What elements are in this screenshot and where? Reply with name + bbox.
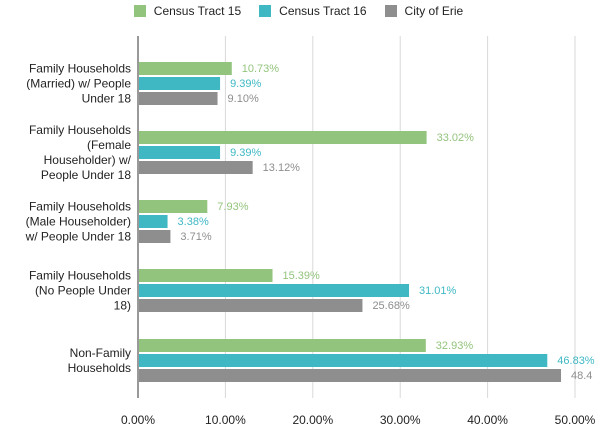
category-label-line: Households — [68, 361, 131, 375]
category-label-line: (Married) w/ People — [26, 77, 131, 91]
category-label-line: Family Households — [29, 200, 131, 214]
category-label-line: w/ People Under 18 — [25, 230, 132, 244]
chart-legend: Census Tract 15 Census Tract 16 City of … — [0, 4, 597, 18]
data-label: 9.39% — [230, 78, 261, 90]
bar — [139, 354, 548, 367]
data-label: 3.71% — [180, 231, 211, 243]
data-label: 9.10% — [228, 93, 259, 105]
legend-item-series-3: City of Erie — [384, 4, 464, 18]
category-label-line: Family Households — [29, 62, 131, 76]
legend-swatch-series-1 — [133, 5, 146, 17]
legend-swatch-series-3 — [384, 5, 397, 17]
bar — [139, 215, 168, 228]
data-label: 9.39% — [230, 147, 261, 159]
category-label-line: People Under 18 — [41, 168, 131, 182]
legend-swatch-series-2 — [259, 5, 272, 17]
data-label: 10.73% — [242, 63, 280, 75]
bar — [139, 339, 426, 352]
category-label-line: (Female — [87, 138, 131, 152]
x-tick-label: 40.00% — [467, 413, 508, 427]
category-label-line: (Male Householder) — [26, 215, 131, 229]
bar — [139, 200, 208, 213]
x-tick-label: 20.00% — [292, 413, 333, 427]
bar — [139, 92, 218, 105]
data-label: 7.93% — [217, 201, 248, 213]
category-label-line: Householder) w/ — [44, 153, 132, 167]
category-label-line: Under 18 — [82, 92, 132, 106]
bar — [139, 131, 427, 144]
category-label: Family Households (Male Householder) w/ Pe… — [25, 200, 132, 244]
x-tick-label: 0.00% — [121, 413, 155, 427]
bar — [139, 161, 253, 174]
category-label-line: Family Households — [29, 269, 131, 283]
data-label: 31.01% — [419, 285, 457, 297]
data-label: 32.93% — [436, 340, 474, 352]
category-label: Family Households (Female Householder) w/P… — [29, 123, 132, 182]
legend-label-series-3: City of Erie — [404, 4, 464, 18]
legend-label-series-1: Census Tract 15 — [153, 4, 242, 18]
x-tick-label: 50.00% — [555, 413, 596, 427]
category-label: Family Households (No People Under 18) — [29, 269, 131, 313]
data-label: 15.39% — [283, 270, 321, 282]
data-label: 48.4 — [571, 370, 592, 382]
category-label-line: 18) — [114, 299, 131, 313]
legend-item-series-1: Census Tract 15 — [133, 4, 242, 18]
category-label: Non-Family Households — [68, 346, 131, 375]
bar — [139, 146, 221, 159]
data-label: 25.68% — [372, 300, 410, 312]
data-label: 33.02% — [437, 132, 475, 144]
category-label-line: (No People Under — [35, 284, 131, 298]
bar — [139, 230, 171, 243]
bar — [139, 284, 410, 297]
x-tick-label: 10.00% — [205, 413, 246, 427]
x-tick-label: 30.00% — [380, 413, 421, 427]
bar — [139, 62, 232, 75]
data-label: 3.38% — [178, 216, 209, 228]
data-label: 46.83% — [557, 355, 595, 367]
bar — [139, 369, 562, 382]
legend-item-series-2: Census Tract 16 — [259, 4, 367, 18]
bar — [139, 299, 363, 312]
bar — [139, 77, 221, 90]
data-label: 13.12% — [263, 162, 301, 174]
category-label: Family Households (Married) w/ People Unde… — [26, 62, 131, 106]
bar — [139, 269, 273, 282]
category-label-line: Family Households — [29, 123, 131, 137]
category-label-line: Non-Family — [70, 346, 131, 360]
legend-label-series-2: Census Tract 16 — [279, 4, 367, 18]
